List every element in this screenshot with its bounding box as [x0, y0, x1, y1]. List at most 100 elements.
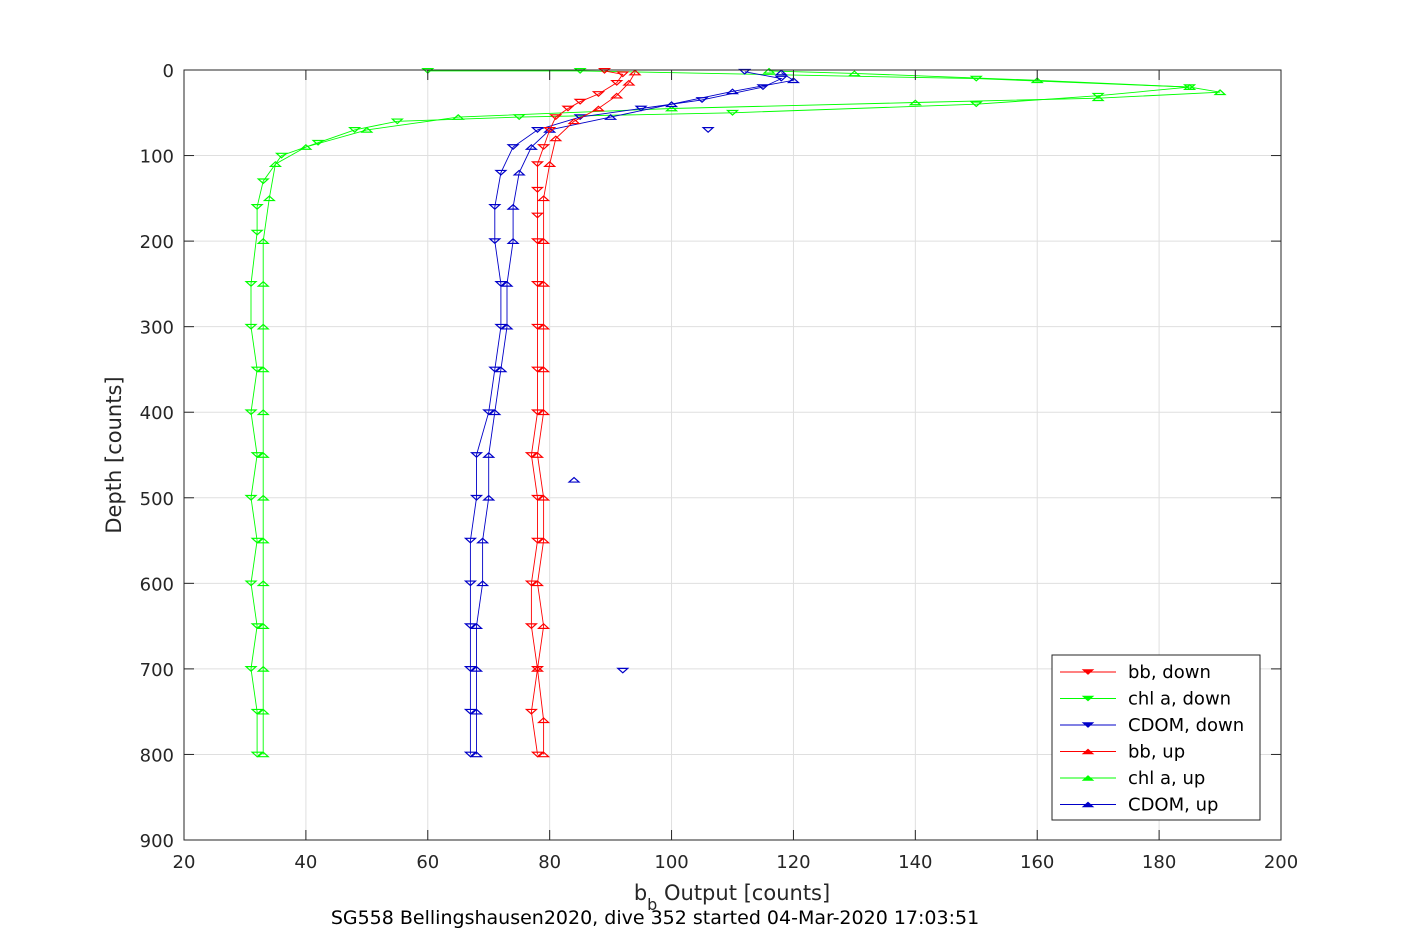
- data-point: [469, 665, 484, 672]
- x-tick-label: 100: [654, 852, 688, 873]
- data-point: [463, 580, 478, 587]
- data-point: [268, 161, 282, 167]
- y-tick-label: 0: [163, 61, 174, 82]
- series-line: [262, 70, 1221, 755]
- legend-entry: bb, down: [1060, 662, 1211, 683]
- y-axis-label: Depth [counts]: [102, 376, 126, 533]
- data-point: [476, 537, 490, 544]
- data-point: [469, 452, 484, 459]
- data-point: [469, 494, 484, 501]
- legend-marker: [1081, 801, 1095, 808]
- data-point: [250, 204, 264, 210]
- data-point: [244, 323, 258, 330]
- legend-entry: chl a, up: [1060, 768, 1205, 789]
- data-point: [537, 280, 551, 287]
- data-point: [244, 666, 258, 672]
- data-point: [500, 323, 514, 330]
- data-point: [969, 75, 983, 82]
- data-point: [634, 105, 648, 112]
- data-point: [537, 494, 551, 501]
- data-point: [256, 537, 270, 544]
- series-cdom-down: [463, 68, 788, 758]
- series-line: [537, 72, 636, 755]
- data-point: [256, 366, 270, 373]
- outlier-point: [616, 667, 630, 674]
- data-point: [561, 105, 575, 112]
- data-point: [664, 105, 679, 112]
- data-point: [537, 409, 551, 416]
- data-point: [250, 452, 264, 459]
- data-point: [537, 751, 551, 758]
- data-point: [421, 68, 435, 74]
- series-bb-down: [524, 68, 630, 758]
- series-line: [530, 70, 624, 755]
- legend-label: bb, up: [1128, 742, 1185, 763]
- data-point: [262, 195, 276, 202]
- data-point: [530, 580, 545, 587]
- legend-marker: [1081, 748, 1095, 755]
- y-tick-label: 600: [140, 574, 174, 595]
- data-point: [274, 152, 289, 159]
- series-chl-a-up: [256, 67, 1227, 758]
- data-point: [482, 451, 496, 458]
- data-point: [360, 126, 374, 133]
- data-point: [908, 99, 922, 106]
- data-point: [530, 665, 545, 672]
- data-point: [494, 169, 508, 176]
- data-point: [244, 409, 258, 416]
- x-tick-label: 180: [1142, 852, 1176, 873]
- data-point: [543, 127, 557, 133]
- data-point: [774, 69, 788, 76]
- data-point: [506, 238, 520, 244]
- data-point: [256, 409, 270, 416]
- data-point: [256, 580, 270, 587]
- data-point: [530, 366, 545, 373]
- data-point: [610, 79, 624, 86]
- data-point: [530, 494, 545, 501]
- data-point: [482, 409, 496, 416]
- data-point: [250, 229, 264, 236]
- data-point: [250, 366, 264, 373]
- data-point: [250, 751, 264, 758]
- data-point: [1091, 92, 1105, 99]
- data-point: [488, 204, 502, 210]
- plot-area-frame: [183, 69, 1282, 841]
- data-point: [762, 67, 776, 74]
- data-point: [256, 623, 270, 629]
- figure-caption: SG558 Bellingshausen2020, dive 352 start…: [331, 907, 979, 929]
- data-point: [537, 623, 551, 629]
- series-bb-up: [530, 69, 642, 758]
- data-point: [591, 91, 605, 98]
- x-tick-label: 120: [776, 852, 810, 873]
- data-point: [530, 537, 545, 544]
- outlier-point: [701, 127, 715, 133]
- legend-box: [1051, 654, 1261, 821]
- data-point: [543, 161, 557, 167]
- legend-marker: [1081, 775, 1095, 781]
- data-point: [530, 238, 545, 245]
- legend-entry: bb, up: [1060, 742, 1185, 763]
- legend-label: chl a, down: [1128, 689, 1231, 710]
- data-point: [256, 323, 270, 330]
- x-axis-label-rest: Output [counts]: [657, 881, 830, 905]
- series-line: [476, 72, 795, 755]
- data-point: [256, 280, 270, 287]
- x-axis-label-subscript: b: [647, 895, 657, 914]
- data-point: [250, 623, 264, 630]
- data-point: [725, 88, 740, 95]
- data-point: [494, 323, 508, 330]
- y-tick-label: 500: [140, 489, 174, 510]
- series-cdom-up: [469, 69, 801, 758]
- data-point: [494, 281, 508, 287]
- data-point: [500, 280, 514, 287]
- legend-entry: chl a, down: [1060, 689, 1231, 710]
- data-point: [573, 68, 587, 74]
- data-point: [488, 238, 502, 245]
- y-tick-label: 900: [140, 831, 174, 852]
- x-axis-label-main: b: [634, 881, 647, 905]
- data-point: [622, 79, 636, 86]
- y-tick-label: 300: [140, 318, 174, 339]
- data-point: [463, 623, 478, 630]
- data-point: [463, 751, 478, 758]
